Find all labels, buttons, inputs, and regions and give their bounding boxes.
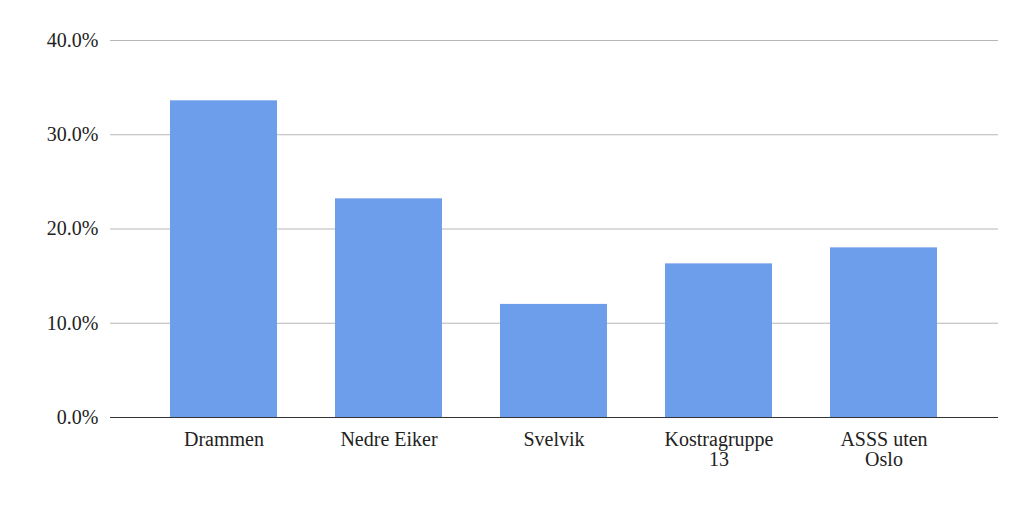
svg-text:Kostragruppe13: Kostragruppe13	[665, 428, 774, 470]
svg-text:Drammen: Drammen	[184, 428, 264, 450]
svg-text:10.0%: 10.0%	[47, 312, 99, 334]
svg-text:ASSS utenOslo: ASSS utenOslo	[840, 428, 927, 470]
svg-text:20.0%: 20.0%	[47, 217, 99, 239]
svg-text:0.0%: 0.0%	[57, 406, 99, 428]
svg-text:Nedre Eiker: Nedre Eiker	[340, 428, 438, 450]
svg-text:30.0%: 30.0%	[47, 123, 99, 145]
svg-text:Svelvik: Svelvik	[523, 428, 584, 450]
svg-text:40.0%: 40.0%	[47, 29, 99, 51]
